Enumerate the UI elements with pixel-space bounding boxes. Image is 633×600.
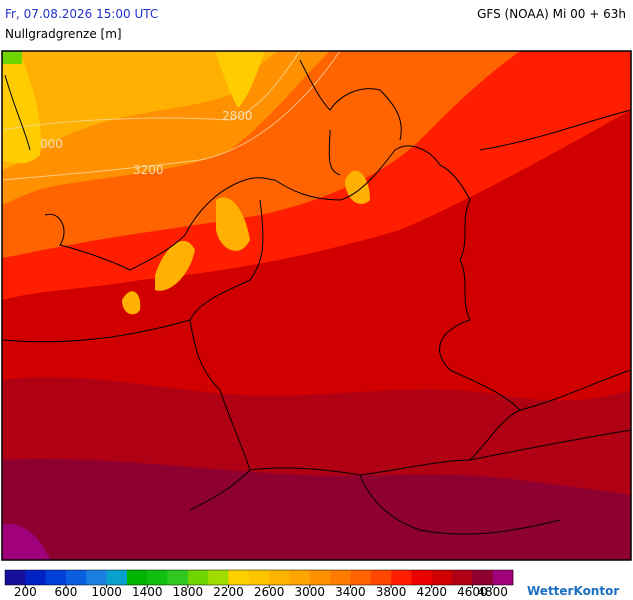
colorbar-swatch (452, 570, 473, 585)
colorbar-tick-label: 4200 (416, 585, 447, 599)
zone (2, 51, 22, 64)
colorbar-swatch (5, 570, 26, 585)
border (1, 109, 632, 535)
zone (2, 458, 631, 560)
colorbar-swatch (350, 570, 372, 585)
colorbar-swatch (147, 570, 168, 585)
colorbar-swatch (126, 570, 148, 585)
colorbar-tick-label: 3800 (376, 585, 407, 599)
colorbar-tick-label: 2600 (254, 585, 285, 599)
colorbar-swatch (289, 570, 311, 585)
colorbar-swatch (208, 570, 229, 585)
contour-label: 2800 (222, 109, 253, 123)
colorbar-swatch (45, 570, 67, 585)
coastline (299, 59, 402, 176)
colorbar-swatch (167, 570, 189, 585)
colorbar-swatch (472, 570, 493, 585)
colorbar-tick-label: 3000 (295, 585, 326, 599)
map-frame (1, 50, 632, 561)
zone (122, 291, 141, 315)
colorbar-swatch (228, 570, 250, 585)
colorbar-swatch (391, 570, 412, 585)
colorbar-tick-label: 1800 (173, 585, 204, 599)
contour (1, 50, 341, 181)
colorbar-swatch (370, 570, 392, 585)
colorbar-tick-label: 4600 (457, 585, 488, 599)
colorbar-tick-label: 2200 (213, 585, 244, 599)
colorbar-tick-label: 600 (55, 585, 78, 599)
colorbar-swatch (431, 570, 453, 585)
colorbar-tick-label: 4800 (477, 585, 508, 599)
colorbar-swatch (106, 570, 128, 585)
colorbar-tick-label: 3400 (335, 585, 366, 599)
valid-time: Fr, 07.08.2026 15:00 UTC (5, 7, 158, 21)
colorbar-frame (4, 569, 514, 586)
zone (2, 524, 50, 560)
colorbar-swatch (65, 570, 87, 585)
colorbar-tick-label: 1000 (91, 585, 122, 599)
colorbar-swatch (309, 570, 331, 585)
colorbar-swatch (492, 570, 514, 585)
colorbar-swatch (411, 570, 433, 585)
colorbar-swatch (187, 570, 209, 585)
colorbar-swatch (330, 570, 351, 585)
brand: WetterKontor (527, 584, 619, 598)
zone (155, 240, 195, 291)
contour (1, 50, 301, 131)
colorbar-swatch (269, 570, 290, 585)
contour-label: 3200 (133, 163, 164, 177)
coastline (4, 74, 441, 271)
zone (216, 197, 250, 251)
model-run: GFS (NOAA) Mi 00 + 63h (477, 7, 626, 21)
colorbar-swatch (248, 570, 270, 585)
map: 2800 3200 000 (1, 50, 632, 561)
colorbar-swatch (25, 570, 46, 585)
zone (215, 51, 265, 108)
colorbar-swatch (86, 570, 107, 585)
parameter: Nullgradgrenze [m] (5, 27, 122, 41)
zone (2, 51, 41, 164)
contour-label: 000 (40, 137, 63, 151)
colorbar-tick-label: 200 (14, 585, 37, 599)
colorbar-tick-label: 1400 (132, 585, 163, 599)
zone (2, 51, 280, 170)
colorbar: 200 600 1000 1400 1800 2200 2600 3000 3400 3800 42… (4, 569, 514, 599)
